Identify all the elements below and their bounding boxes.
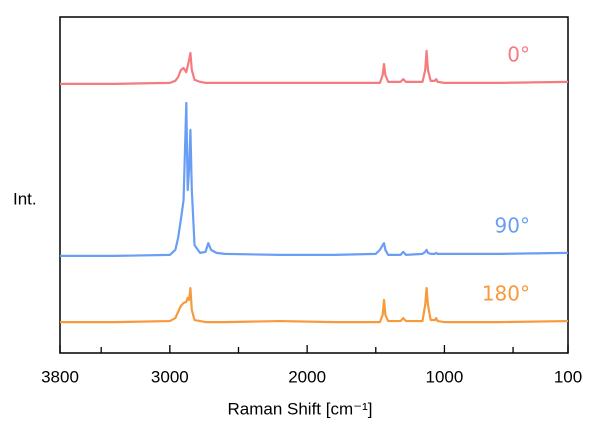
spectrum-line (60, 101, 569, 257)
x-tick-label: 3800 (41, 367, 79, 386)
x-axis-label: Raman Shift [cm⁻¹] (227, 399, 372, 418)
x-tick-label: 3000 (151, 367, 189, 386)
y-axis-label: Int. (13, 189, 37, 208)
x-tick-label: 100 (554, 367, 582, 386)
spectrum-line (60, 49, 569, 85)
spectrum-line (60, 287, 569, 324)
series-label: 0° (507, 42, 530, 66)
series-label: 90° (495, 213, 530, 237)
plot-frame (59, 16, 569, 354)
series-label: 180° (482, 282, 530, 306)
x-tick-label: 1000 (426, 367, 464, 386)
x-tick-label: 2000 (288, 367, 326, 386)
